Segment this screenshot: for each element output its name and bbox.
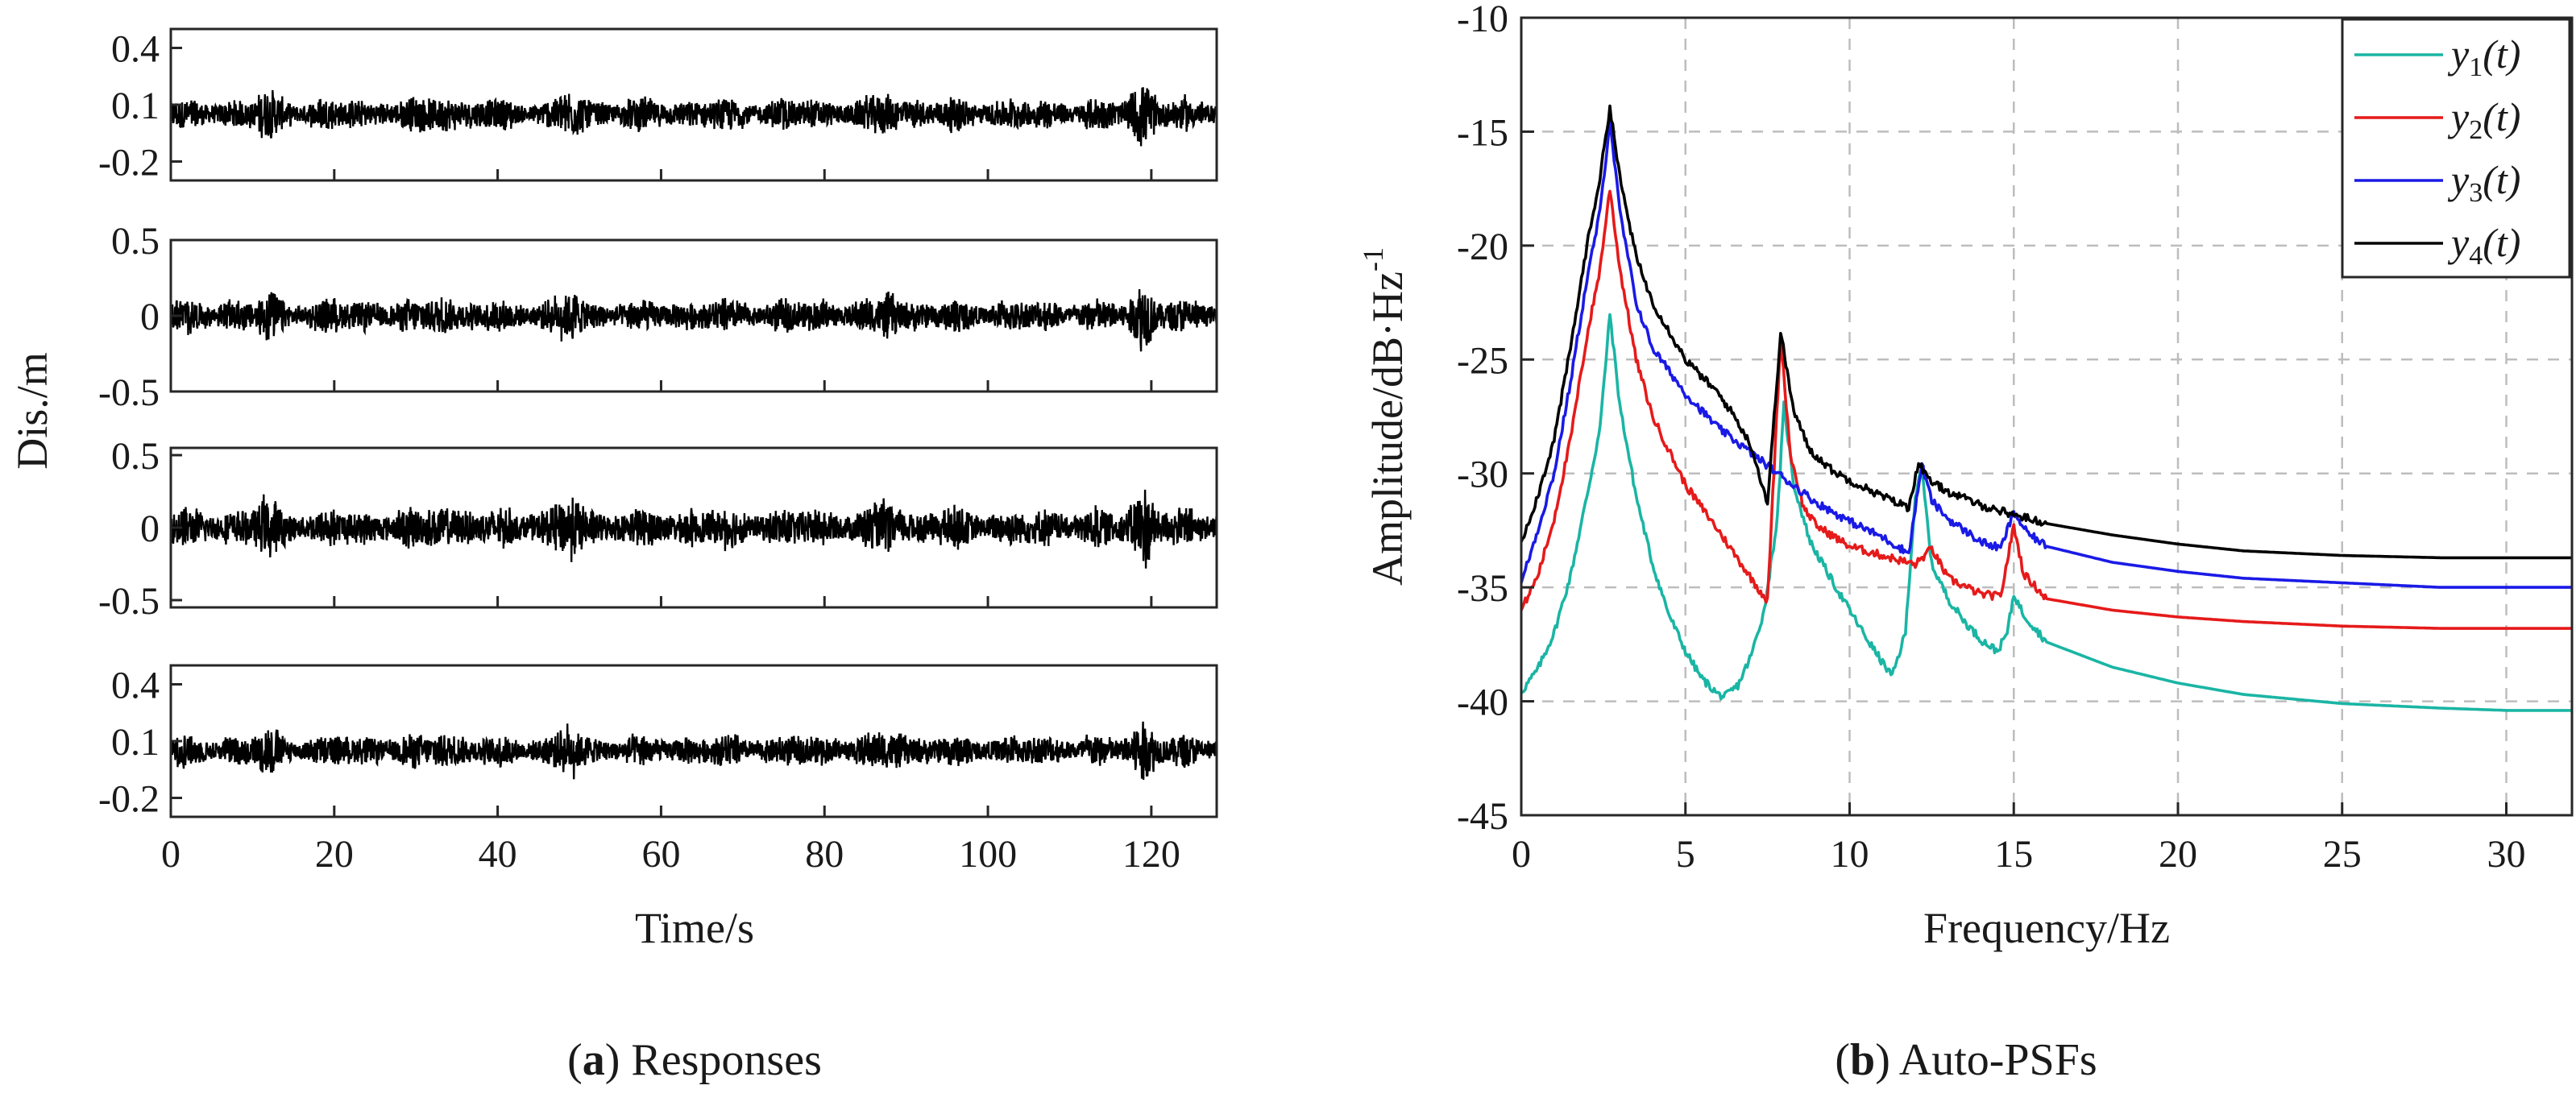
x-tick-label: 25 <box>2323 833 2362 876</box>
subplot-frame-y1 <box>169 27 1218 182</box>
x-tick-label: 60 <box>641 833 680 876</box>
signal-trace-y2 <box>169 288 1218 352</box>
psf-series <box>1520 104 2573 712</box>
legend-entry-y4: y4(t) <box>2354 220 2520 271</box>
legend-label: y3(t) <box>2447 157 2520 208</box>
time-axis-ticks: 0 20 40 60 80 100 120 <box>161 833 1180 876</box>
y-tick-label: 0.5 <box>111 435 160 478</box>
caption-b-letter: b <box>1850 1035 1875 1085</box>
caption-a-letter: a <box>583 1035 605 1085</box>
amplitude-axis-label-group: Amplitude/dB·Hz-1 <box>1357 247 1412 586</box>
x-tick-label: 120 <box>1122 833 1180 876</box>
psf-chart: 0 5 10 15 20 25 30 -10 -15 -20 -25 -30 -35 -40 -45 Fr… <box>1357 0 2574 952</box>
subplot-y3: 0.5 0 -0.5 <box>98 435 1218 623</box>
legend-entry-y3: y3(t) <box>2354 157 2520 208</box>
legend: y1(t) y2(t) y3(t) y4(t) <box>2341 18 2571 279</box>
x-tick-label: 0 <box>1512 833 1531 876</box>
displacement-axis-label: Dis./m <box>8 352 56 470</box>
amplitude-axis-label: Amplitude/dB·Hz <box>1363 271 1412 586</box>
x-tick-label: 10 <box>1831 833 1869 876</box>
x-tick-label: 30 <box>2487 833 2526 876</box>
legend-label: y4(t) <box>2447 220 2520 271</box>
series-y3-line <box>1520 121 2573 589</box>
psf-plot-frame <box>1520 16 2574 817</box>
frequency-axis-label: Frequency/Hz <box>1923 904 2170 952</box>
y-tick-label: -30 <box>1457 454 1508 496</box>
svg-text:(b) Auto-PSFs: (b) Auto-PSFs <box>1835 1035 2097 1085</box>
x-tick-label: 20 <box>315 833 354 876</box>
x-tick-label: 0 <box>161 833 180 876</box>
y-tick-label: -0.5 <box>98 371 160 414</box>
grid-lines <box>1521 18 2572 815</box>
caption-b: (b) Auto-PSFs <box>1835 1035 2097 1085</box>
y-tick-label: 0.1 <box>111 85 160 127</box>
legend-box <box>2341 18 2571 279</box>
series-y1-line <box>1520 313 2573 712</box>
x-tick-label: 80 <box>805 833 844 876</box>
y-tick-label: -45 <box>1457 795 1508 838</box>
legend-label: y1(t) <box>2447 31 2520 82</box>
caption-b-text: Auto-PSFs <box>1899 1035 2097 1085</box>
x-tick-label: 100 <box>959 833 1017 876</box>
y-tick-label: -0.2 <box>98 142 160 184</box>
subplot-frame-y4 <box>169 664 1218 818</box>
signal-trace-y1 <box>169 87 1218 147</box>
y-tick-label: 0.4 <box>111 28 160 71</box>
signal-trace-y3 <box>169 489 1218 569</box>
caption-a: (a) Responses <box>567 1035 822 1085</box>
y-tick-label: -0.5 <box>98 580 160 623</box>
caption-a-text: Responses <box>631 1035 821 1085</box>
series-y2-line <box>1520 189 2573 630</box>
amplitude-axis-ticks: -10 -15 -20 -25 -30 -35 -40 -45 <box>1457 0 1534 838</box>
y-tick-label: -0.2 <box>98 778 160 821</box>
legend-entry-y1: y1(t) <box>2354 31 2520 82</box>
y-tick-label: 0.5 <box>111 220 160 263</box>
signal-trace-y4 <box>169 721 1218 781</box>
y-tick-label: -15 <box>1457 111 1508 154</box>
subplot-y1: 0.4 0.1 -0.2 <box>98 27 1218 184</box>
legend-entry-y2: y2(t) <box>2354 94 2520 145</box>
x-tick-label: 15 <box>1994 833 2033 876</box>
y-tick-label: 0.1 <box>111 721 160 764</box>
y-tick-label: 0 <box>140 508 160 550</box>
y-tick-label: -10 <box>1457 0 1508 40</box>
y-tick-label: -40 <box>1457 682 1508 724</box>
x-tick-label: 20 <box>2159 833 2197 876</box>
y-tick-label: -20 <box>1457 226 1508 268</box>
x-tick-label: 40 <box>479 833 517 876</box>
x-tick-label: 5 <box>1676 833 1695 876</box>
subplot-y4: 0.4 0.1 -0.2 <box>98 664 1218 821</box>
series-y4-line <box>1520 104 2573 560</box>
legend-label: y2(t) <box>2447 94 2520 145</box>
y-tick-label: -25 <box>1457 339 1508 382</box>
amplitude-axis-label-exponent: -1 <box>1357 247 1389 271</box>
y-tick-label: 0 <box>140 296 160 338</box>
y-tick-label: 0.4 <box>111 665 160 707</box>
response-subplots: 0.4 0.1 -0.2 0.5 0 -0.5 0.5 0 -0.5 0.4 0.1 -0.2 <box>98 27 1218 821</box>
svg-text:Amplitude/dB·Hz-1: Amplitude/dB·Hz-1 <box>1357 247 1412 586</box>
svg-text:(a) Responses: (a) Responses <box>567 1035 822 1085</box>
responses-chart: 0.4 0.1 -0.2 0.5 0 -0.5 0.5 0 -0.5 0.4 0.1 -0.2 0 20… <box>8 27 1218 952</box>
time-axis-label: Time/s <box>635 904 754 952</box>
y-tick-label: -35 <box>1457 567 1508 610</box>
frequency-axis-ticks: 0 5 10 15 20 25 30 <box>1512 802 2526 876</box>
subplot-y2: 0.5 0 -0.5 <box>98 220 1218 414</box>
